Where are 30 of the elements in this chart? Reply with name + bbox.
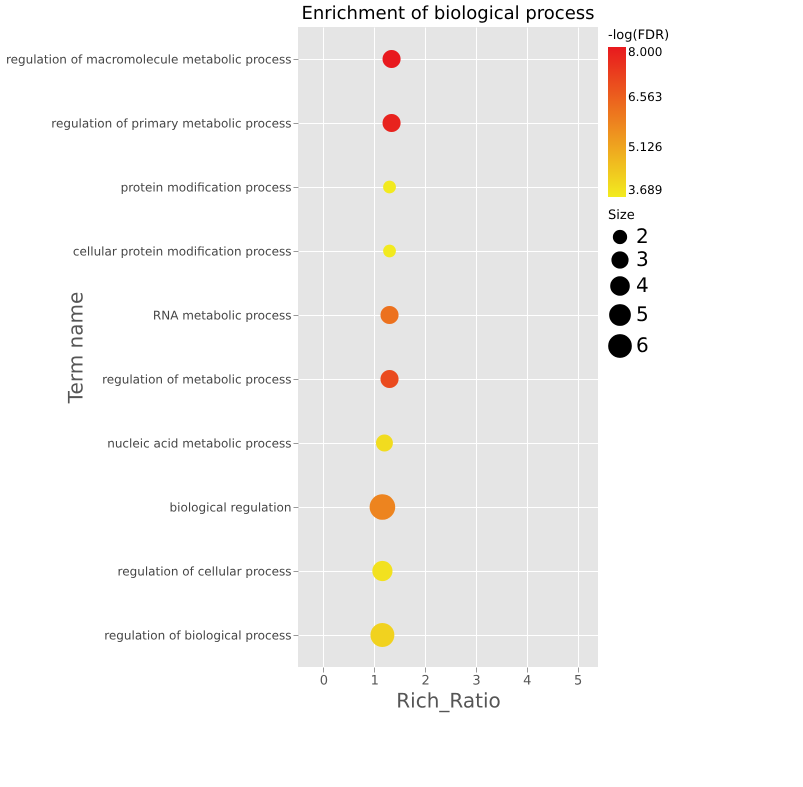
y-axis-title: Term name [64, 292, 88, 404]
y-tick-label: regulation of biological process [104, 628, 292, 642]
y-tick-label: regulation of metabolic process [102, 372, 292, 386]
x-tick-label: 5 [574, 674, 582, 688]
legend-label: 6 [636, 333, 649, 357]
y-tick-label: protein modification process [120, 180, 292, 194]
legend-title: Size [608, 208, 635, 223]
y-tick-label: regulation of primary metabolic process [51, 116, 292, 130]
legend-label: 4 [636, 273, 649, 297]
y-tick-label: regulation of cellular process [118, 564, 292, 578]
legend-label: 3 [636, 247, 649, 271]
x-tick-label: 4 [523, 674, 532, 688]
legend-label: 2 [636, 224, 649, 248]
x-tick-label: 2 [421, 674, 430, 688]
y-tick-label: regulation of macromolecule metabolic process [6, 52, 292, 66]
y-tick-label: cellular protein modification process [72, 244, 292, 258]
color-bar-label: 8.000 [628, 45, 662, 59]
x-axis-title: Rich_Ratio [396, 688, 501, 712]
color-bar-label: 5.126 [628, 140, 662, 154]
chart-title: Enrichment of biological process [301, 3, 595, 24]
y-tick-label: RNA metabolic process [152, 308, 292, 322]
legend-label: 5 [636, 302, 649, 326]
color-bar-label: 6.563 [628, 90, 662, 104]
x-tick-label: 0 [320, 674, 328, 688]
y-tick-label: biological regulation [170, 500, 292, 514]
color-bar-label: 3.689 [628, 183, 662, 197]
x-tick-label: 3 [472, 674, 481, 688]
x-tick-label: 1 [370, 674, 379, 688]
y-tick-label: nucleic acid metabolic process [107, 436, 292, 450]
color-bar-title: -log(FDR) [608, 28, 670, 43]
